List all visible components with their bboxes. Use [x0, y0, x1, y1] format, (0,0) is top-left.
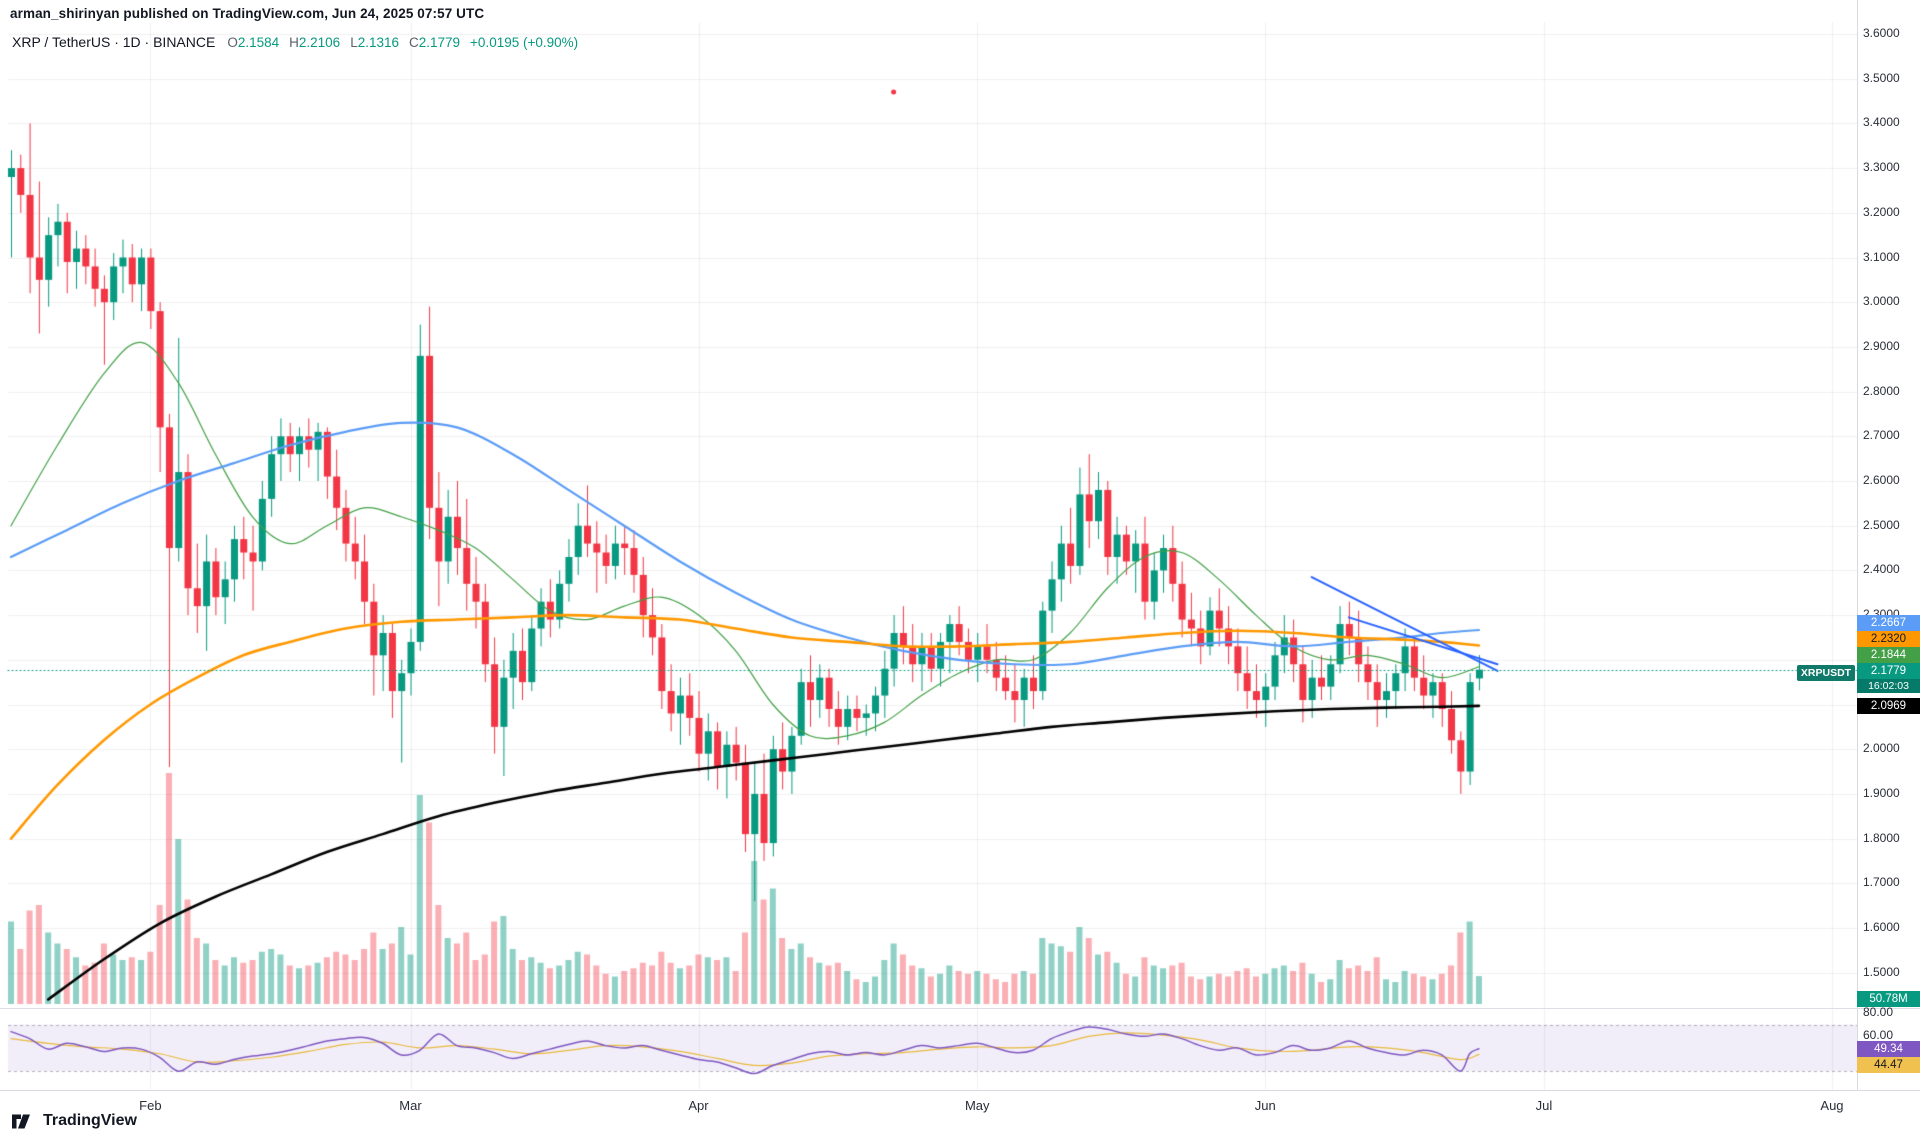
- tradingview-logo-icon: [12, 1114, 36, 1129]
- tradingview-logo-text: TradingView: [43, 1112, 137, 1129]
- low-label: L: [350, 35, 358, 50]
- published-byline: arman_shirinyan published on TradingView…: [10, 6, 485, 21]
- open-label: O: [227, 35, 238, 50]
- low-value: 2.1316: [357, 35, 399, 50]
- close-value: 2.1779: [418, 35, 461, 50]
- symbol-title[interactable]: XRP / TetherUS · 1D · BINANCE: [12, 34, 216, 50]
- high-value: 2.2106: [298, 35, 341, 50]
- ohlc-quote: O 2.1584 H 2.2106 L 2.1316 C 2.1779 +0.0195 …: [227, 35, 578, 50]
- open-value: 2.1584: [237, 35, 280, 50]
- pane-separator[interactable]: [0, 1008, 1920, 1009]
- tradingview-logo[interactable]: TradingView: [12, 1112, 137, 1130]
- change-value: +0.0195 (+0.90%): [470, 35, 579, 50]
- high-label: H: [289, 35, 299, 50]
- price-scale-axis[interactable]: [1857, 0, 1920, 1090]
- time-axis[interactable]: [0, 1090, 1920, 1146]
- close-label: C: [409, 35, 419, 50]
